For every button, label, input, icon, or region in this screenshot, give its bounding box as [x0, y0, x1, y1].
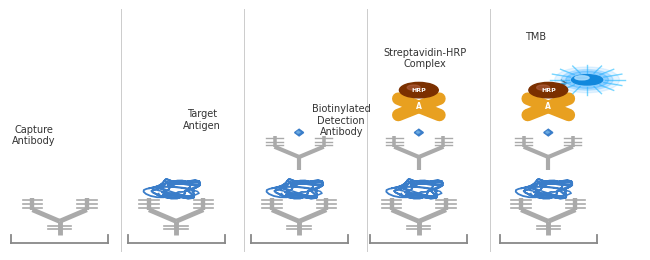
Polygon shape — [416, 131, 420, 133]
Text: A: A — [545, 102, 551, 111]
Text: TMB: TMB — [525, 32, 546, 42]
Text: Biotinylated
Detection
Antibody: Biotinylated Detection Antibody — [312, 104, 370, 138]
Polygon shape — [414, 129, 423, 136]
Circle shape — [537, 85, 550, 90]
Text: HRP: HRP — [541, 88, 556, 93]
Polygon shape — [557, 110, 571, 116]
Ellipse shape — [575, 76, 589, 80]
Circle shape — [400, 82, 438, 98]
Polygon shape — [544, 129, 552, 136]
Circle shape — [529, 82, 567, 98]
Circle shape — [554, 67, 619, 93]
Polygon shape — [557, 98, 571, 103]
Text: HRP: HRP — [411, 88, 426, 93]
Circle shape — [566, 71, 608, 88]
Polygon shape — [525, 98, 540, 103]
Text: Streptavidin-HRP
Complex: Streptavidin-HRP Complex — [384, 48, 467, 69]
Text: Target
Antigen: Target Antigen — [183, 109, 221, 131]
Polygon shape — [428, 98, 442, 103]
Circle shape — [561, 70, 613, 90]
Circle shape — [537, 102, 560, 112]
Polygon shape — [395, 98, 410, 103]
Polygon shape — [395, 110, 410, 116]
Circle shape — [407, 85, 420, 90]
Polygon shape — [294, 129, 304, 136]
Polygon shape — [546, 131, 550, 133]
Ellipse shape — [571, 75, 603, 85]
Polygon shape — [428, 110, 442, 116]
Polygon shape — [525, 110, 540, 116]
Text: Capture
Antibody: Capture Antibody — [12, 125, 55, 146]
Polygon shape — [296, 131, 300, 133]
Text: A: A — [416, 102, 422, 111]
Circle shape — [407, 102, 430, 112]
